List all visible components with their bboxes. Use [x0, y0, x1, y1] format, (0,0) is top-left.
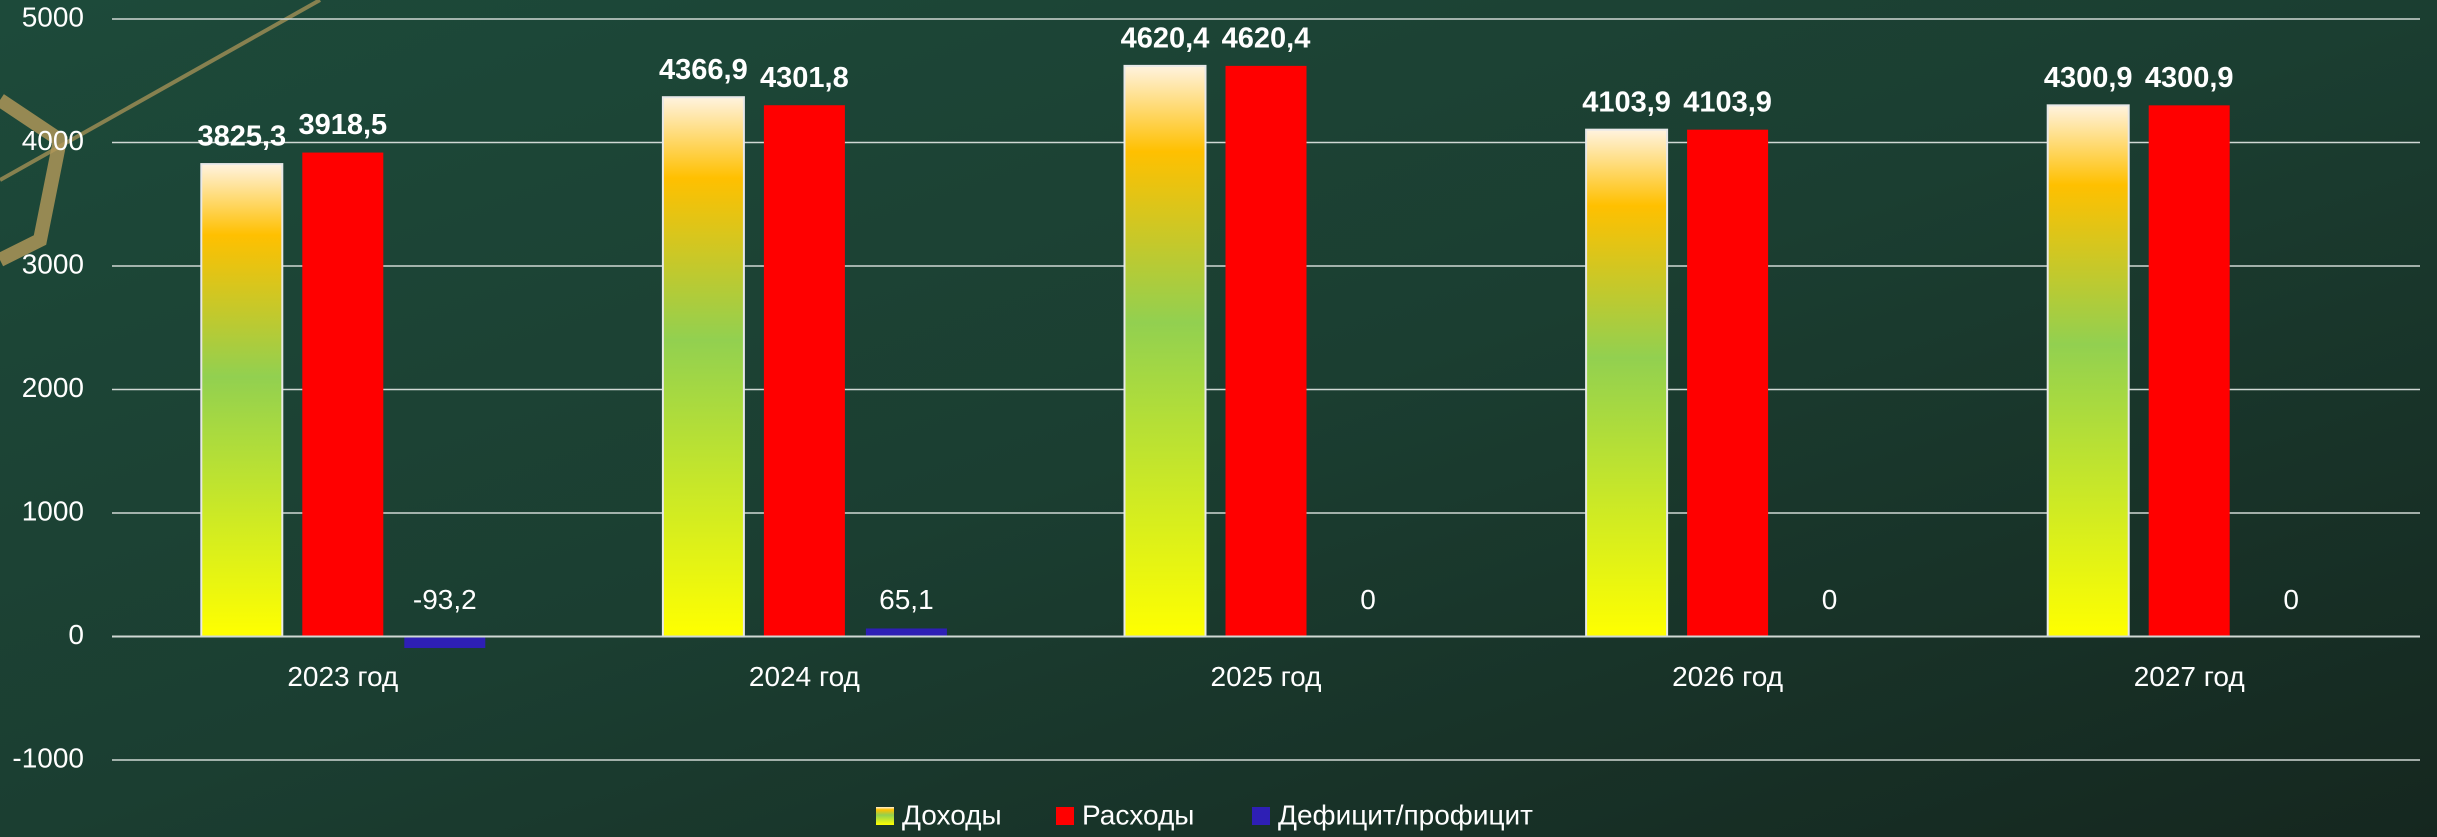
data-label: 4300,9	[2145, 62, 2234, 94]
data-label: 4620,4	[1222, 23, 1311, 55]
legend-swatch	[1252, 807, 1270, 825]
data-label: 4300,9	[2044, 62, 2133, 94]
y-tick-label: 0	[68, 619, 84, 650]
bar	[661, 96, 745, 638]
bar	[302, 152, 384, 637]
x-tick-label: 2027 год	[2134, 661, 2245, 692]
x-tick-label: 2023 год	[287, 661, 398, 692]
bar	[1123, 64, 1207, 638]
bar	[865, 628, 947, 637]
x-tick-label: 2026 год	[1672, 661, 1783, 692]
decoration	[0, 94, 68, 267]
data-label: 4301,8	[760, 62, 849, 94]
bar	[404, 636, 486, 649]
data-label: -93,2	[413, 584, 477, 615]
legend-label: Доходы	[902, 799, 1002, 830]
y-tick-label: 5000	[22, 1, 84, 32]
bar	[763, 105, 845, 637]
data-label: 65,1	[879, 584, 934, 615]
bar	[200, 163, 284, 638]
y-tick-label: 2000	[22, 372, 84, 403]
decoration	[0, 0, 321, 182]
data-label: 4103,9	[1582, 86, 1671, 118]
y-tick-label: 4000	[22, 125, 84, 156]
bar	[2046, 104, 2130, 638]
data-label: 3825,3	[197, 121, 286, 153]
data-label: 0	[2283, 584, 2299, 615]
legend-label: Расходы	[1082, 799, 1194, 830]
y-tick-label: 1000	[22, 495, 84, 526]
bar	[1687, 129, 1769, 637]
data-label: 0	[1360, 584, 1376, 615]
legend-swatch	[876, 807, 894, 825]
x-tick-label: 2024 год	[749, 661, 860, 692]
y-tick-label: -1000	[12, 742, 84, 773]
legend-swatch	[1056, 807, 1074, 825]
data-label: 4366,9	[659, 54, 748, 86]
bar	[2148, 105, 2230, 637]
x-tick-label: 2025 год	[1211, 661, 1322, 692]
data-label: 3918,5	[298, 109, 387, 141]
data-label: 4103,9	[1683, 86, 1772, 118]
bar	[1225, 65, 1307, 637]
y-tick-label: 3000	[22, 248, 84, 279]
data-label: 0	[1822, 584, 1838, 615]
data-label: 4620,4	[1121, 23, 1210, 55]
legend-label: Дефицит/профицит	[1278, 799, 1533, 830]
bar	[1585, 128, 1669, 638]
